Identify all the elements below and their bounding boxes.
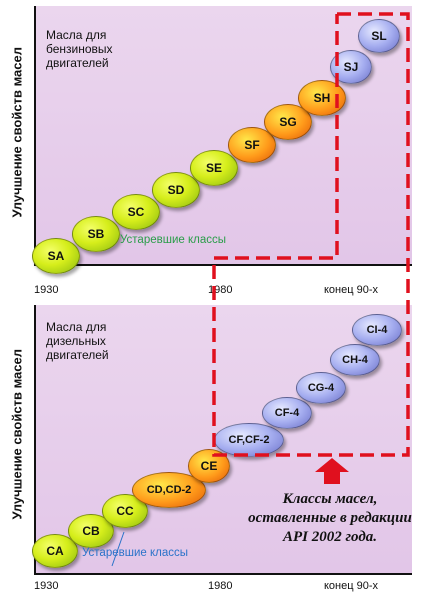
petrol-heading-line: двигателей: [46, 56, 109, 70]
top-obsolete-label: Устаревшие классы: [120, 234, 226, 246]
class-ch-4: CH-4: [330, 344, 380, 376]
bottom-x-tick-1930: 1930: [34, 580, 59, 592]
class-se: SE: [190, 150, 238, 186]
note-line: Классы масел,: [282, 491, 378, 507]
class-cf-4: CF-4: [262, 397, 312, 429]
petrol-heading: Масла для бензиновых двигателей: [46, 28, 113, 70]
bottom-obsolete-label: Устаревшие классы: [82, 547, 188, 559]
class-ce: CE: [188, 449, 230, 483]
class-ci-4: CI-4: [352, 314, 402, 346]
note-text: Классы масел, оставленные в редакции API…: [240, 490, 420, 547]
petrol-heading-line: Масла для: [46, 28, 107, 42]
class-cf-cf2: CF,CF-2: [214, 423, 284, 457]
obsolete-pointer-line: [111, 531, 125, 567]
diesel-heading: Масла для дизельных двигателей: [46, 320, 109, 362]
petrol-heading-line: бензиновых: [46, 42, 113, 56]
diesel-heading-line: дизельных: [46, 334, 106, 348]
class-sa: SA: [32, 238, 80, 274]
class-sd: SD: [152, 172, 200, 208]
top-x-tick-late-90s: конец 90-х: [324, 284, 379, 296]
bottom-x-tick-1980: 1980: [208, 580, 233, 592]
highlight-dashed-border: [212, 12, 410, 457]
diesel-heading-line: двигателей: [46, 348, 109, 362]
class-sc: SC: [112, 194, 160, 230]
class-sf: SF: [228, 127, 276, 163]
class-sb: SB: [72, 216, 120, 252]
diesel-heading-line: Масла для: [46, 320, 107, 334]
note-line: оставленные в редакции: [248, 510, 412, 526]
red-up-arrow-icon: [315, 458, 349, 484]
class-cg-4: CG-4: [296, 372, 346, 404]
bottom-x-tick-late-90s: конец 90-х: [324, 580, 379, 592]
note-line: API 2002 года.: [282, 529, 378, 545]
class-sl: SL: [358, 19, 400, 53]
top-x-tick-1930: 1930: [34, 284, 59, 296]
